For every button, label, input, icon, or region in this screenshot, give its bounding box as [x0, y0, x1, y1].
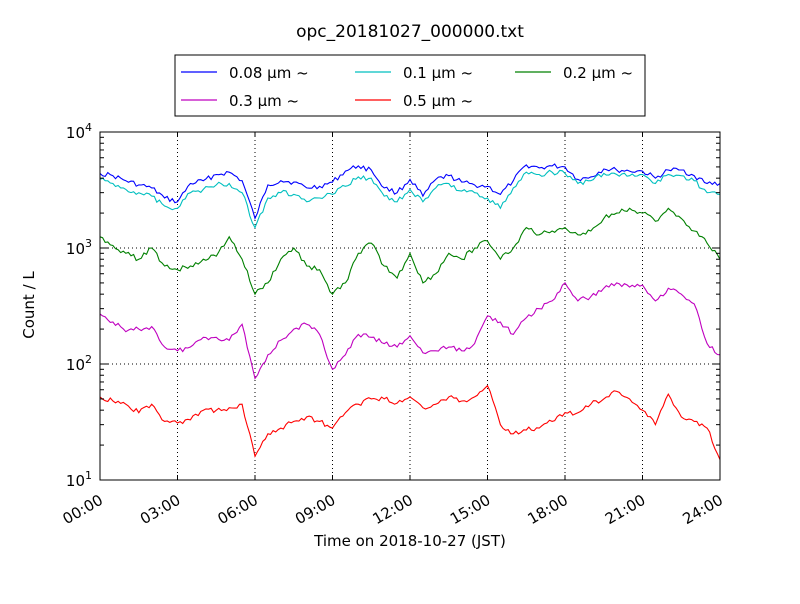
- series-line-4: [99, 384, 721, 460]
- series-line-0: [99, 163, 721, 220]
- series-line-2: [99, 207, 721, 296]
- series-line-3: [99, 282, 721, 380]
- chart-title: opc_20181027_000000.txt: [296, 22, 524, 42]
- legend-label-4: 0.5 µm ~: [403, 92, 473, 110]
- y-tick-label-exponent: 3: [85, 237, 92, 250]
- y-tick-label: 101: [66, 469, 92, 490]
- y-axis-label: Count / L: [20, 271, 38, 339]
- y-tick-label-exponent: 4: [85, 121, 92, 134]
- legend-label-0: 0.08 µm ~: [229, 64, 309, 82]
- series-line-1: [99, 169, 721, 229]
- legend-label-1: 0.1 µm ~: [403, 64, 473, 82]
- y-tick-label: 103: [66, 237, 92, 258]
- y-tick-label-base: 10: [66, 472, 85, 490]
- y-tick-label-base: 10: [66, 356, 85, 374]
- y-tick-label: 102: [66, 353, 92, 374]
- legend-label-3: 0.3 µm ~: [229, 92, 299, 110]
- y-tick-label-exponent: 2: [85, 353, 92, 366]
- y-tick-label-exponent: 1: [85, 469, 92, 482]
- y-tick-label-base: 10: [66, 240, 85, 258]
- y-tick-label-base: 10: [66, 124, 85, 142]
- x-axis-label: Time on 2018-10-27 (JST): [313, 532, 506, 550]
- legend-box: [174, 54, 646, 117]
- legend-label-2: 0.2 µm ~: [563, 64, 633, 82]
- y-tick-label: 104: [66, 121, 92, 142]
- legend: 0.08 µm ~ 0.1 µm ~ 0.2 µm ~ 0.3 µm ~ 0.5 µm …: [174, 54, 646, 117]
